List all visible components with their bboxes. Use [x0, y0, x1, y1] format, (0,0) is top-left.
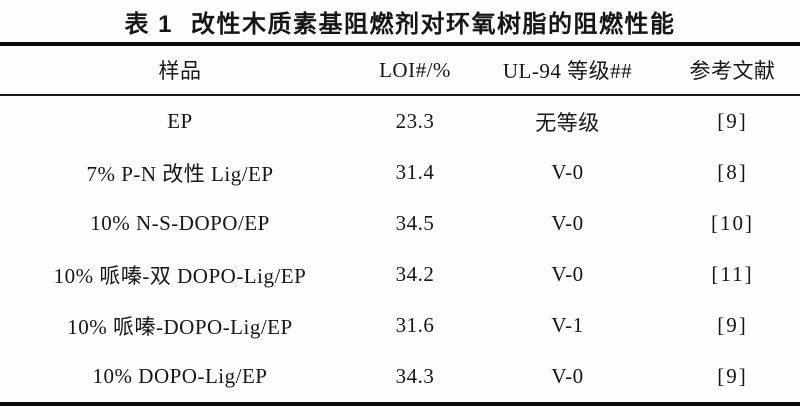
- table-top-rule: [0, 42, 800, 46]
- loi-cell: 31.4: [395, 160, 435, 184]
- table-header-row: 样品 LOI#/% UL-94 等级## 参考文献: [0, 46, 800, 94]
- table-row: 10% 哌嗪-DOPO-Lig/EP 31.6 V-1 [9]: [0, 300, 800, 351]
- sample-cell: 10% DOPO-Lig/EP: [92, 364, 268, 388]
- sample-cell: 10% 哌嗪-DOPO-Lig/EP: [67, 314, 293, 339]
- table-row: 10% DOPO-Lig/EP 34.3 V-0 [9]: [0, 351, 800, 402]
- reference-cell: [9]: [717, 313, 748, 337]
- loi-cell: 23.3: [395, 109, 435, 133]
- sample-cell: EP: [167, 109, 193, 133]
- sample-cell: 10% N-S-DOPO/EP: [90, 211, 270, 235]
- reference-cell: [10]: [711, 211, 754, 235]
- column-header-sample: 样品: [158, 59, 202, 83]
- reference-cell: [9]: [717, 109, 748, 133]
- ul94-cell: V-1: [551, 313, 584, 337]
- table-header-rule: [0, 94, 800, 96]
- ul94-cell: V-0: [551, 262, 584, 286]
- reference-cell: [11]: [711, 262, 754, 286]
- table-row: 7% P-N 改性 Lig/EP 31.4 V-0 [8]: [0, 147, 800, 198]
- ul94-cell: V-0: [551, 364, 584, 388]
- sample-cell: 10% 哌嗪-双 DOPO-Lig/EP: [53, 263, 307, 288]
- column-header-loi: LOI#/%: [379, 57, 451, 82]
- sample-cell: 7% P-N 改性 Lig/EP: [86, 161, 274, 186]
- table-row: EP 23.3 无等级 [9]: [0, 96, 800, 147]
- column-header-ul94: UL-94 等级##: [502, 59, 633, 83]
- table-body: EP 23.3 无等级 [9] 7% P-N 改性 Lig/EP 31.4 V-…: [0, 96, 800, 402]
- table-bottom-rule: [0, 402, 800, 406]
- table-caption: 表 1 改性木质素基阻燃剂对环氧树脂的阻燃性能: [0, 0, 800, 42]
- ul94-cell: 无等级: [535, 110, 600, 135]
- table-row: 10% 哌嗪-双 DOPO-Lig/EP 34.2 V-0 [11]: [0, 249, 800, 300]
- loi-cell: 34.3: [395, 364, 435, 388]
- loi-cell: 34.5: [395, 211, 435, 235]
- ul94-cell: V-0: [551, 211, 584, 235]
- reference-cell: [9]: [717, 364, 748, 388]
- table-caption-number: 表 1: [124, 10, 173, 38]
- table-row: 10% N-S-DOPO/EP 34.5 V-0 [10]: [0, 198, 800, 249]
- reference-cell: [8]: [717, 160, 748, 184]
- column-header-reference: 参考文献: [689, 59, 776, 83]
- loi-cell: 34.2: [395, 262, 435, 286]
- table-caption-title: 改性木质素基阻燃剂对环氧树脂的阻燃性能: [191, 10, 676, 38]
- loi-cell: 31.6: [395, 313, 435, 337]
- ul94-cell: V-0: [551, 160, 584, 184]
